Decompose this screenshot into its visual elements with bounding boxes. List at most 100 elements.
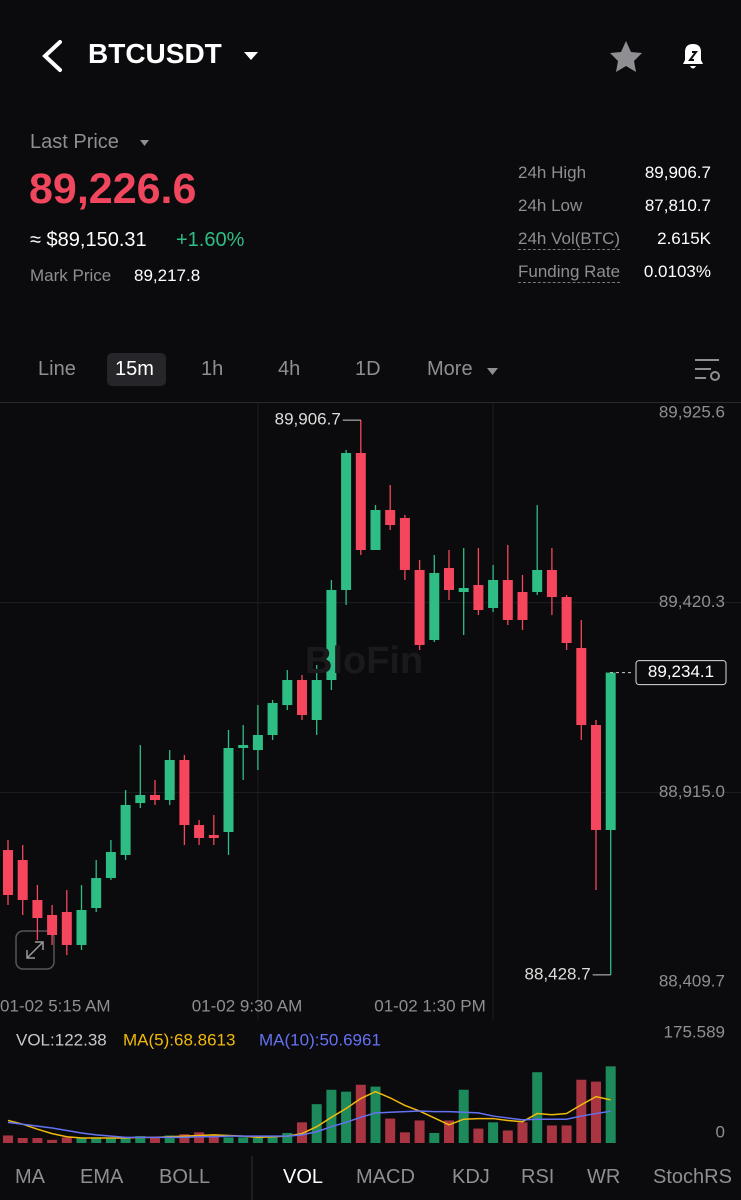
candle-body	[546, 569, 557, 598]
candle-body	[120, 805, 131, 856]
watermark: BloFin	[305, 640, 424, 682]
candle-body	[194, 825, 205, 839]
volume-bar	[355, 1084, 366, 1143]
stat-label: Funding Rate	[518, 262, 621, 283]
expand-arrows	[26, 941, 44, 959]
volume-bar	[532, 1072, 543, 1143]
last-price-label: Last Price	[30, 131, 119, 153]
volume-bar	[591, 1081, 601, 1143]
indicator-tab[interactable]: WR	[587, 1166, 621, 1188]
candle-body	[135, 794, 146, 804]
candle-body	[370, 509, 381, 551]
indicator-tab[interactable]: VOL	[283, 1166, 324, 1188]
candle-body	[532, 569, 543, 593]
tab-selected-bg	[107, 353, 166, 386]
volume-bar	[47, 1139, 58, 1143]
last-price: 89,226.6	[29, 165, 197, 213]
volume-bar	[208, 1135, 219, 1143]
stat-value: 89,906.7	[644, 163, 711, 182]
volume-bar	[576, 1079, 587, 1143]
interval-tab[interactable]: 1h	[201, 358, 224, 380]
candle-body	[252, 734, 263, 751]
volume-bar	[385, 1118, 396, 1143]
volume-bar	[91, 1137, 102, 1143]
candle-body	[150, 794, 160, 801]
volume-bar	[399, 1132, 410, 1143]
legend-entry: VOL:122.38	[16, 1030, 107, 1049]
vol-tick-label: 0	[716, 1122, 725, 1141]
candle-body	[488, 579, 499, 609]
volume-bar	[238, 1137, 249, 1143]
candle-body	[341, 453, 352, 590]
volume-bar	[105, 1137, 116, 1143]
volume-bar	[488, 1122, 499, 1143]
candle-body	[591, 725, 601, 831]
interval-tab[interactable]: 15m	[115, 358, 154, 380]
volume-bar	[150, 1137, 160, 1143]
price-change: +1.60%	[176, 229, 245, 251]
candle-body	[17, 860, 28, 901]
candle-body	[208, 835, 219, 839]
volume-bar	[444, 1120, 454, 1143]
extreme-label: 88,428.7	[525, 964, 591, 983]
mark-price: 89,217.8	[134, 266, 201, 285]
indicator-tab[interactable]: EMA	[80, 1166, 124, 1188]
price-caret[interactable]	[140, 140, 149, 146]
stat-value: 2.615K	[657, 229, 711, 248]
more-caret[interactable]	[487, 368, 498, 375]
candle-body	[311, 680, 322, 720]
y-tick-label: 88,915.0	[659, 782, 725, 801]
volume-bar	[414, 1120, 425, 1143]
indicator-tab[interactable]: KDJ	[452, 1166, 490, 1188]
expand-icon[interactable]	[15, 930, 55, 970]
approx-price: ≈ $89,150.31	[30, 229, 147, 251]
y-tick-label: 89,925.6	[659, 402, 725, 421]
volume-bar	[458, 1089, 469, 1143]
indicator-tab[interactable]: MACD	[356, 1166, 415, 1188]
last-price-label: 89,234.1	[648, 662, 714, 681]
alert-icon-bolt	[688, 51, 698, 61]
candle-body	[561, 597, 572, 643]
symbol[interactable]: BTCUSDT	[88, 38, 222, 69]
volume-bar	[370, 1086, 381, 1143]
star-icon[interactable]	[610, 41, 642, 72]
interval-tab[interactable]: More	[427, 358, 473, 380]
indicator-tab[interactable]: MA	[15, 1166, 45, 1188]
stat-label: 24h Low	[518, 196, 583, 215]
volume-bar	[223, 1137, 234, 1143]
candle-body	[355, 453, 366, 551]
ma-line	[7, 1090, 611, 1139]
indicator-tab[interactable]: BOLL	[159, 1166, 211, 1188]
candle-body	[267, 703, 278, 735]
interval-tab[interactable]: 4h	[278, 358, 301, 380]
interval-tab[interactable]: Line	[38, 358, 76, 380]
back-icon[interactable]	[42, 40, 62, 72]
candle-body	[105, 852, 116, 879]
volume-bar	[297, 1122, 307, 1143]
candle-body	[576, 647, 587, 726]
volume-bar	[326, 1089, 337, 1143]
symbol-caret[interactable]	[244, 52, 258, 60]
volume-bar	[267, 1136, 278, 1143]
settings-icon[interactable]	[695, 359, 720, 381]
ma-line	[7, 1110, 611, 1139]
interval-tab[interactable]: 1D	[355, 358, 381, 380]
candle-body	[444, 567, 454, 590]
candle-body	[223, 747, 234, 833]
volume-bar	[546, 1125, 557, 1143]
indicator-tab[interactable]: RSI	[521, 1166, 555, 1188]
x-tick-label: 01-02 9:30 AM	[192, 996, 303, 1015]
indicator-tab[interactable]: StochRS	[653, 1166, 732, 1188]
y-tick-label: 89,420.3	[659, 592, 725, 611]
candle-body	[282, 680, 293, 706]
candle-body	[458, 587, 469, 593]
volume-bar	[605, 1066, 616, 1143]
candle-body	[91, 878, 102, 909]
candle-body	[399, 517, 410, 570]
candle-body	[76, 910, 87, 945]
stat-value: 0.0103%	[643, 262, 711, 281]
stat-value: 87,810.7	[644, 196, 711, 215]
